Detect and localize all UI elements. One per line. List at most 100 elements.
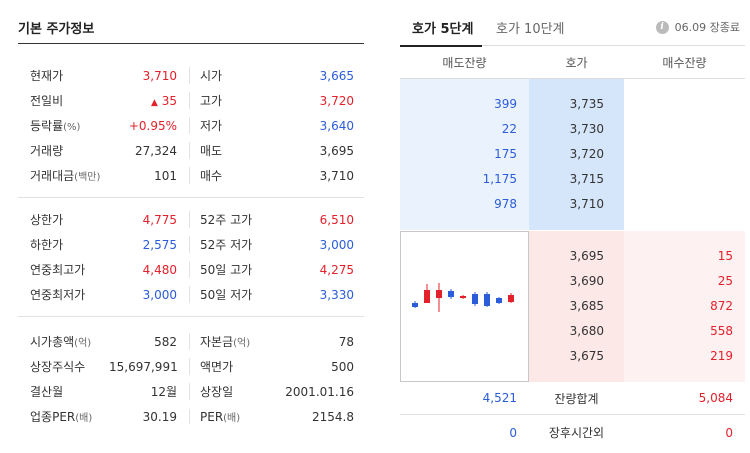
info-value: 4,275	[319, 262, 354, 277]
ask-qty: 1,175	[482, 171, 517, 186]
ask-price[interactable]: 3,710	[569, 196, 604, 211]
info-value: 4,775	[142, 212, 177, 227]
stock-info-row: 전일비 ▲ 35 고가 3,720	[18, 88, 364, 113]
info-value: 101	[154, 168, 177, 183]
ask-price[interactable]: 3,730	[569, 121, 604, 136]
bid-price[interactable]: 3,695	[569, 248, 604, 263]
info-label: 자본금(억)	[189, 333, 285, 350]
candle-body	[496, 298, 502, 303]
up-arrow-icon: ▲	[150, 97, 158, 108]
info-value: 3,710	[142, 68, 177, 83]
info-label: 저가	[189, 117, 285, 134]
stock-info-row: 상한가 4,775 52주 고가 6,510	[18, 207, 364, 232]
bid-qty-column	[624, 231, 745, 382]
total-label: 잔량합계	[554, 391, 599, 406]
bid-qty: 25	[717, 273, 733, 288]
ask-price[interactable]: 3,735	[569, 96, 604, 111]
info-label: 업종PER(배)	[30, 410, 93, 424]
tab-5-levels[interactable]: 호가 5단계	[412, 22, 474, 37]
market-status: i 06.09 장종료	[655, 19, 740, 35]
candle-body	[460, 296, 466, 298]
bid-price[interactable]: 3,690	[569, 273, 604, 288]
ask-orders: 399 3,735 22 3,730 175 3,720 1,175 3,715 978 3,71…	[400, 79, 745, 230]
tab-10-levels[interactable]: 호가 10단계	[496, 22, 565, 37]
info-label: 현재가	[30, 69, 64, 83]
info-value: 3,695	[319, 143, 354, 158]
candle-body	[484, 294, 490, 306]
info-label: 고가	[189, 92, 285, 109]
header-ask-qty: 매도잔량	[442, 56, 487, 70]
after-hours-bid-qty: 0	[725, 425, 733, 440]
ask-qty: 175	[494, 146, 517, 161]
stock-info-group: 시가총액(억) 582 자본금(억) 78 상장주식수 15,697,991 액면가 500 결…	[18, 317, 364, 438]
candle-body	[412, 303, 418, 307]
info-label: 시가총액(억)	[30, 335, 92, 349]
info-label: 거래대금(백만)	[30, 169, 101, 183]
stock-info-row: 거래량 27,324 매도 3,695	[18, 138, 364, 163]
after-hours-row: 0 장후시간외 0	[400, 416, 745, 449]
bid-orders: 3,695 15 3,690 25 3,685 872 3,680 558 3,675 219	[400, 231, 745, 382]
info-value: 15,697,991	[109, 359, 178, 374]
info-label: 액면가	[189, 358, 285, 375]
stock-info-row: 시가총액(억) 582 자본금(억) 78	[18, 329, 364, 354]
ask-qty: 22	[501, 121, 517, 136]
bid-qty: 872	[710, 298, 733, 313]
header-price: 호가	[565, 56, 588, 70]
mini-candle-chart	[400, 231, 529, 382]
bid-price[interactable]: 3,680	[569, 323, 604, 338]
info-label: 하한가	[30, 238, 64, 252]
basic-stock-info-panel: 기본 주가정보 현재가 3,710 시가 3,665 전일비 ▲ 35 고가 3,720 등락률…	[18, 0, 364, 453]
stock-info-row: 업종PER(배) 30.19 PER(배) 2154.8	[18, 404, 364, 429]
info-value: 3,000	[319, 237, 354, 252]
stock-info-table: 현재가 3,710 시가 3,665 전일비 ▲ 35 고가 3,720 등락률(%) +0.95…	[18, 56, 364, 438]
total-ask-qty: 4,521	[482, 391, 517, 405]
info-value: 27,324	[135, 143, 177, 158]
info-value: 2,575	[142, 237, 177, 252]
panel-title: 기본 주가정보	[18, 22, 95, 37]
stock-info-row: 등락률(%) +0.95% 저가 3,640	[18, 113, 364, 138]
ask-qty-column	[400, 79, 529, 230]
total-bid-qty: 5,084	[698, 391, 733, 405]
info-label: 상한가	[30, 213, 64, 227]
info-label: 52주 고가	[189, 211, 285, 228]
info-value: 3,710	[319, 168, 354, 183]
info-value: 582	[154, 334, 177, 349]
info-value: 2154.8	[312, 409, 354, 424]
bid-qty: 558	[710, 323, 733, 338]
info-value: 3,720	[319, 93, 354, 108]
bid-price[interactable]: 3,685	[569, 298, 604, 313]
info-value: 500	[331, 359, 354, 374]
info-label: 상장일	[189, 383, 285, 400]
ask-qty: 399	[494, 96, 517, 111]
info-label: 전일비	[30, 94, 64, 108]
ask-price-column	[529, 79, 624, 230]
candle-body	[436, 290, 442, 298]
stock-info-row: 연중최저가 3,000 50일 저가 3,330	[18, 282, 364, 307]
stock-info-row: 연중최고가 4,480 50일 고가 4,275	[18, 257, 364, 282]
candle-chart-svg	[412, 283, 514, 312]
ask-price[interactable]: 3,720	[569, 146, 604, 161]
info-icon[interactable]: i	[655, 20, 669, 34]
info-label: 50일 저가	[189, 286, 285, 303]
ask-price[interactable]: 3,715	[569, 171, 604, 186]
info-label: 상장주식수	[30, 360, 86, 374]
candle-body	[424, 290, 430, 303]
after-hours-ask-qty: 0	[509, 425, 517, 440]
info-label: 시가	[189, 67, 285, 84]
info-value: 78	[338, 334, 354, 349]
info-label: 결산월	[30, 385, 64, 399]
candle-body	[508, 295, 514, 302]
info-label: 등락률(%)	[30, 119, 81, 133]
info-label: 연중최고가	[30, 263, 86, 277]
order-book-tabs: 호가 5단계 호가 10단계 i 06.09 장종료	[400, 8, 745, 47]
info-label: PER(배)	[189, 409, 285, 424]
stock-info-row: 하한가 2,575 52주 저가 3,000	[18, 232, 364, 257]
bid-price[interactable]: 3,675	[569, 348, 604, 363]
bid-qty: 219	[710, 348, 733, 363]
info-value: 12월	[150, 385, 177, 399]
info-value: 3,640	[319, 118, 354, 133]
info-value: ▲ 35	[150, 93, 177, 108]
info-value: 4,480	[142, 262, 177, 277]
active-tab-indicator	[400, 45, 482, 47]
title-divider	[18, 43, 364, 44]
